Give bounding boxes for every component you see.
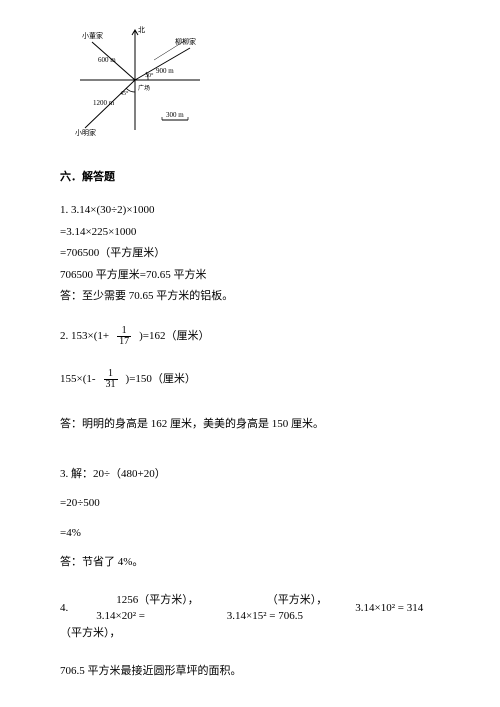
- question-2: 2. 153×(1+ 1 17 )=162（厘米） 155×(1- 1 31 )…: [60, 326, 440, 434]
- frac-den: 17: [117, 337, 131, 347]
- label-scale: 300 m: [166, 111, 184, 119]
- q4-item2: （平方米）， 3.14×15² = 706.5: [227, 592, 328, 625]
- label-topleft: 小董家: [82, 31, 103, 40]
- label-center: 广场: [138, 84, 150, 92]
- q2-answer: 答：明明的身高是 162 厘米，美美的身高是 150 厘米。: [60, 416, 440, 434]
- label-bottom: 小明家: [75, 128, 96, 137]
- label-north: 北: [138, 26, 145, 34]
- label-30: 30°: [145, 72, 154, 79]
- q2-suffix2: )=150（厘米）: [126, 371, 196, 389]
- q1-line2: =3.14×225×1000: [60, 224, 440, 242]
- question-4: 4. 1256（平方米）， 3.14×20² = （平方米）， 3.14×15²…: [60, 592, 440, 680]
- q2-prefix2: 155×(1-: [60, 371, 96, 389]
- q4-answer: 706.5 平方米最接近圆形草坪的面积。: [60, 663, 440, 681]
- question-3: 3. 解：20÷（480+20） =20÷500 =4% 答：节省了 4%。: [60, 466, 440, 572]
- q2-suffix1: )=162（厘米）: [139, 328, 209, 346]
- q4-item3: 3.14×10² = 314: [355, 592, 423, 617]
- q2-line2: 155×(1- 1 31 )=150（厘米）: [60, 369, 440, 390]
- q3-line1: 3. 解：20÷（480+20）: [60, 466, 440, 484]
- q1-line3: =706500（平方厘米）: [60, 245, 440, 263]
- q3-line2: =20÷500: [60, 495, 440, 513]
- section-heading: 六．解答题: [60, 168, 440, 184]
- label-900: 900 m: [156, 67, 174, 75]
- q2-line1: 2. 153×(1+ 1 17 )=162（厘米）: [60, 326, 440, 347]
- question-1: 1. 3.14×(30÷2)×1000 =3.14×225×1000 =7065…: [60, 202, 440, 306]
- q4-item2-eq: 3.14×15² = 706.5: [227, 608, 328, 625]
- q1-line4: 706500 平方厘米=70.65 平方米: [60, 267, 440, 285]
- q3-line3: =4%: [60, 525, 440, 543]
- q4-item3-suffix: （平方米），: [60, 625, 440, 643]
- label-right: 柳柳家: [175, 37, 196, 46]
- label-45: 45°: [120, 90, 129, 97]
- compass-diagram: 小董家 北 柳柳家 600 m 900 m 30° 45° 广场 1200 m …: [70, 20, 440, 143]
- frac-den: 31: [104, 380, 118, 390]
- q4-label: 4.: [60, 592, 68, 617]
- q1-line1: 1. 3.14×(30÷2)×1000: [60, 202, 440, 220]
- q2-fraction2: 1 31: [104, 369, 118, 390]
- q4-row: 4. 1256（平方米）， 3.14×20² = （平方米）， 3.14×15²…: [60, 592, 440, 625]
- q2-fraction1: 1 17: [117, 326, 131, 347]
- q4-item1-top: 1256（平方米），: [96, 592, 199, 609]
- label-600: 600 m: [98, 56, 116, 64]
- q3-line4: 答：节省了 4%。: [60, 554, 440, 572]
- q1-line5: 答：至少需要 70.65 平方米的铝板。: [60, 288, 440, 306]
- q4-item1-eq: 3.14×20² =: [96, 608, 199, 625]
- q2-prefix1: 2. 153×(1+: [60, 328, 109, 346]
- q4-item2-top: （平方米），: [227, 592, 328, 609]
- label-1200: 1200 m: [93, 99, 115, 107]
- q4-item3-eq: 3.14×10² = 314: [355, 600, 423, 617]
- q4-item1: 1256（平方米）， 3.14×20² =: [96, 592, 199, 625]
